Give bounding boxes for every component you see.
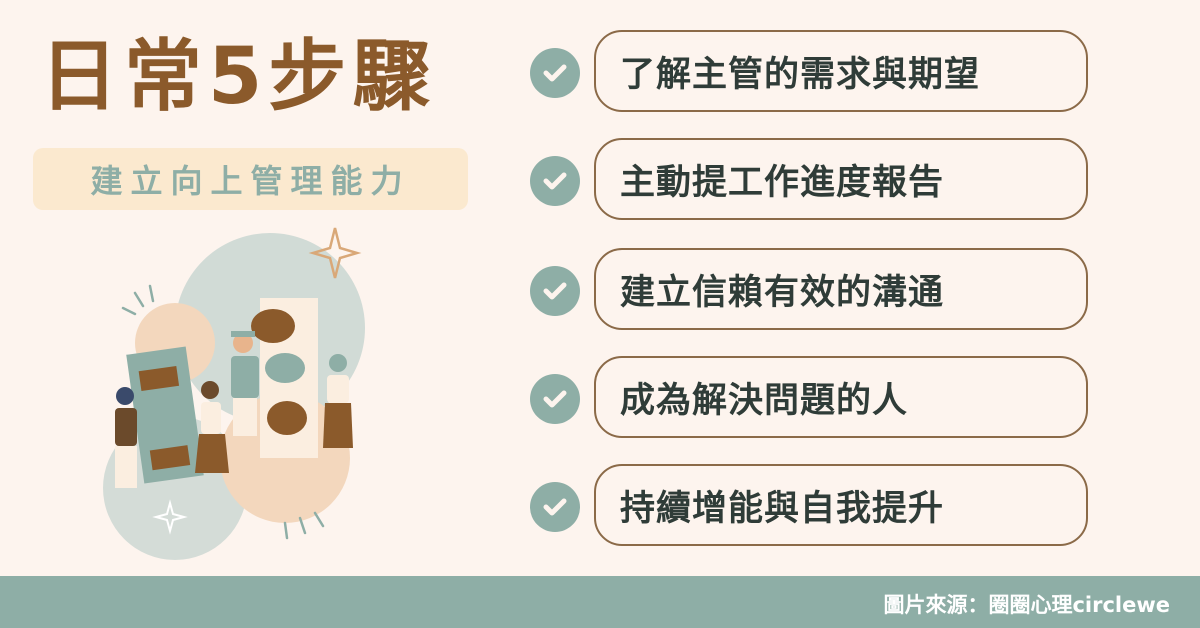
board-slot-2	[149, 445, 191, 471]
person-2-body	[201, 402, 221, 434]
person-1-legs	[115, 446, 137, 488]
person-1-head	[116, 387, 134, 405]
page-title: 日常5步驟	[40, 32, 437, 122]
person-1-body	[115, 408, 137, 446]
step-item-3: 建立信賴有效的溝通	[528, 248, 1093, 334]
check-icon	[530, 374, 580, 424]
step-item-4: 成為解決問題的人	[528, 356, 1093, 442]
step-pill-2: 主動提工作進度報告	[594, 138, 1088, 220]
sparkle-star	[308, 227, 362, 279]
person-4-skirt	[323, 403, 353, 448]
burst-lines	[121, 284, 325, 540]
person-4-head	[329, 354, 347, 372]
step-item-2: 主動提工作進度報告	[528, 138, 1093, 224]
step-label-5: 持續增能與自我提升	[620, 488, 945, 529]
step-item-5: 持續增能與自我提升	[528, 464, 1093, 550]
person-2-head	[201, 381, 219, 399]
person-4-body	[327, 375, 349, 403]
step-pill-5: 持續增能與自我提升	[594, 464, 1088, 546]
check-icon	[530, 48, 580, 98]
footer-bar: 圖片來源：圈圈心理circlewe	[0, 576, 1200, 628]
step-pill-1: 了解主管的需求與期望	[594, 30, 1088, 112]
check-icon	[530, 482, 580, 532]
subtitle-banner: 建立向上管理能力	[33, 148, 468, 210]
person-3-body	[231, 356, 259, 398]
person-3-legs	[233, 398, 257, 436]
person-3-hat	[231, 331, 255, 337]
team-illustration	[103, 227, 365, 560]
person-2-skirt	[195, 434, 229, 473]
step-pill-4: 成為解決問題的人	[594, 356, 1088, 438]
step-pill-3: 建立信賴有效的溝通	[594, 248, 1088, 330]
door-spot-1	[251, 309, 295, 343]
step-label-2: 主動提工作進度報告	[620, 162, 945, 203]
step-label-3: 建立信賴有效的溝通	[620, 272, 945, 313]
check-icon	[530, 266, 580, 316]
door-spot-3	[267, 401, 307, 435]
board-slot-1	[138, 365, 180, 392]
step-label-1: 了解主管的需求與期望	[620, 54, 981, 95]
step-label-4: 成為解決問題的人	[620, 380, 909, 421]
image-credit: 圖片來源：圈圈心理circlewe	[883, 593, 1170, 617]
sparkle-star-small	[152, 499, 188, 535]
door-spot-2	[265, 353, 305, 383]
page-subtitle: 建立向上管理能力	[90, 162, 411, 200]
step-item-1: 了解主管的需求與期望	[528, 30, 1093, 116]
check-icon	[530, 156, 580, 206]
person-3-head	[233, 333, 253, 353]
